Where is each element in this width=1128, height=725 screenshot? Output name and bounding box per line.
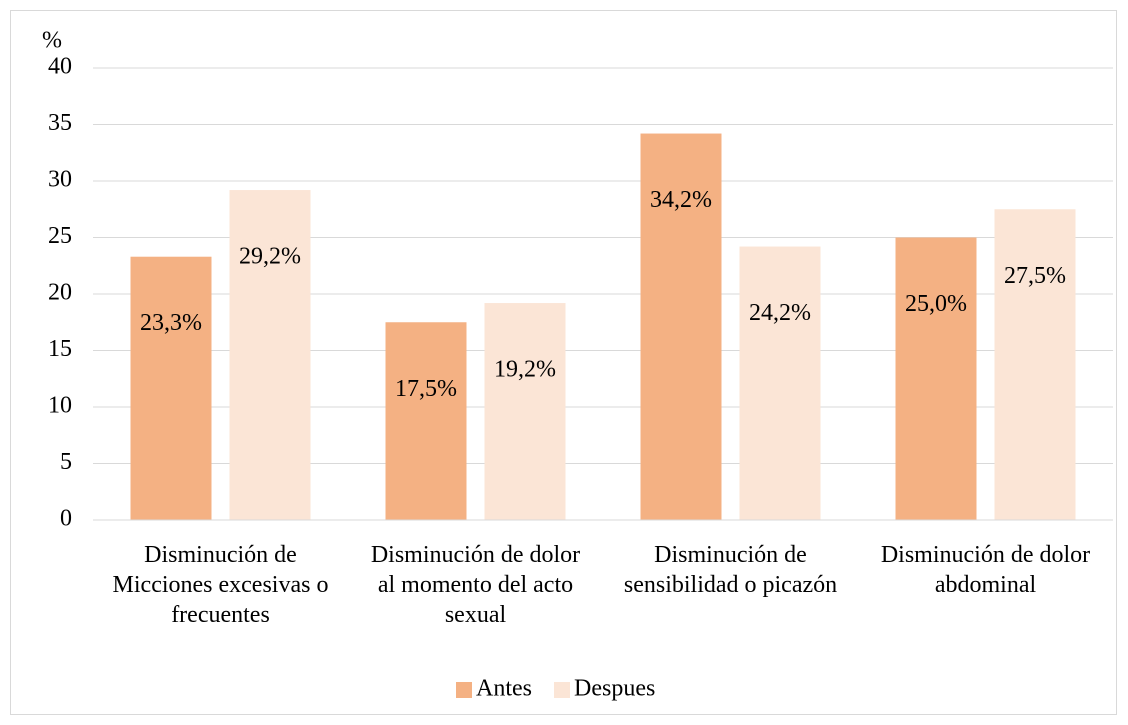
value-label: 25,0%: [905, 291, 967, 317]
legend-label: Antes: [476, 676, 532, 702]
x-tick-label: Disminución de dolor abdominal: [880, 542, 1091, 598]
value-label: 23,3%: [140, 310, 202, 336]
x-tick-label: Disminución de Micciones excesivas o fre…: [112, 542, 329, 628]
bar: [484, 303, 566, 520]
y-tick-label: 30: [48, 167, 72, 193]
x-tick-label: Disminución de dolor al momento del acto…: [370, 542, 581, 628]
value-label: 34,2%: [650, 187, 712, 213]
y-tick-label: 10: [48, 393, 72, 419]
value-label: 27,5%: [1004, 263, 1066, 289]
y-axis-label: %: [42, 28, 62, 54]
bar: [994, 209, 1076, 520]
legend-label: Despues: [574, 676, 655, 702]
value-label: 29,2%: [239, 244, 301, 270]
y-tick-label: 0: [60, 506, 72, 532]
legend-swatch: [456, 682, 472, 698]
value-label: 19,2%: [494, 357, 556, 383]
y-tick-label: 5: [60, 449, 72, 475]
x-tick-label: Disminución de sensibilidad o picazón: [623, 542, 838, 598]
y-tick-label: 40: [48, 54, 72, 80]
y-tick-label: 35: [48, 110, 72, 136]
y-tick-label: 25: [48, 223, 72, 249]
value-label: 17,5%: [395, 376, 457, 402]
value-label: 24,2%: [749, 300, 811, 326]
legend-swatch: [554, 682, 570, 698]
bar: [130, 256, 212, 520]
bar: [739, 246, 821, 521]
y-tick-label: 15: [48, 336, 72, 362]
bar: [640, 133, 722, 521]
bar: [895, 237, 977, 520]
bar: [385, 322, 467, 520]
y-tick-label: 20: [48, 280, 72, 306]
bar: [229, 190, 311, 521]
